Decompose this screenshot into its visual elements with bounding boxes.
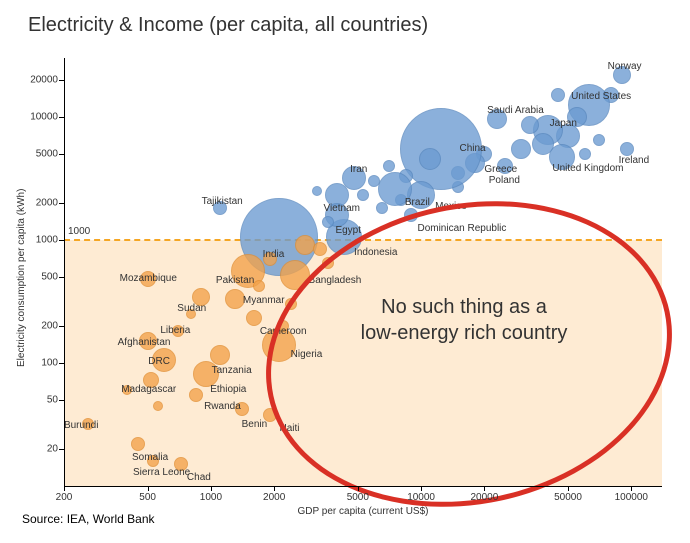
country-bubble — [263, 252, 277, 266]
x-tick: 1000 — [200, 492, 222, 503]
threshold-label: 1000 — [68, 226, 90, 237]
country-bubble — [521, 116, 539, 134]
x-tick: 500 — [139, 492, 156, 503]
y-tick: 20 — [22, 443, 58, 454]
x-tick: 200 — [56, 492, 73, 503]
y-tick: 2000 — [22, 197, 58, 208]
annotation-text: No such thing as a low-energy rich count… — [344, 294, 584, 346]
country-bubble — [511, 139, 531, 159]
country-label: Ireland — [619, 155, 650, 166]
country-bubble — [122, 385, 132, 395]
country-bubble — [139, 332, 157, 350]
country-bubble — [419, 148, 441, 170]
country-bubble — [593, 134, 605, 146]
country-bubble — [143, 372, 159, 388]
x-tick: 10000 — [407, 492, 435, 503]
country-bubble — [295, 235, 315, 255]
y-axis-line — [64, 58, 65, 486]
annotation-line-1: No such thing as a — [344, 294, 584, 320]
y-axis-label: Electricity consumption per capita (kWh) — [16, 189, 27, 367]
country-bubble — [172, 325, 184, 337]
country-bubble — [549, 144, 575, 170]
country-bubble — [551, 88, 565, 102]
country-bubble — [246, 310, 262, 326]
country-bubble — [613, 66, 631, 84]
x-tick: 20000 — [470, 492, 498, 503]
x-tick: 100000 — [615, 492, 648, 503]
country-bubble — [153, 401, 163, 411]
y-tick: 10000 — [22, 111, 58, 122]
country-bubble — [579, 148, 591, 160]
y-tick: 500 — [22, 271, 58, 282]
country-bubble — [253, 280, 265, 292]
x-tick: 2000 — [263, 492, 285, 503]
country-bubble — [620, 142, 634, 156]
country-bubble — [235, 402, 249, 416]
country-bubble — [532, 133, 554, 155]
country-bubble — [378, 172, 412, 206]
chart-title: Electricity & Income (per capita, all co… — [28, 14, 428, 37]
country-bubble — [192, 288, 210, 306]
country-bubble — [174, 457, 188, 471]
y-tick: 100 — [22, 357, 58, 368]
y-tick: 200 — [22, 320, 58, 331]
x-tick: 50000 — [554, 492, 582, 503]
country-bubble — [312, 186, 322, 196]
y-tick: 20000 — [22, 74, 58, 85]
country-bubble — [322, 216, 334, 228]
country-bubble — [487, 109, 507, 129]
country-bubble — [131, 437, 145, 451]
y-tick: 1000 — [22, 234, 58, 245]
country-bubble — [313, 242, 327, 256]
country-bubble — [189, 388, 203, 402]
country-bubble — [140, 271, 156, 287]
plot-area: 1000 NorwayUnited StatesSaudi ArabiaJapa… — [64, 58, 662, 486]
country-bubble — [383, 160, 395, 172]
source-text: Source: IEA, World Bank — [22, 512, 155, 526]
country-bubble — [82, 418, 94, 430]
country-bubble — [213, 201, 227, 215]
country-bubble — [186, 309, 196, 319]
country-bubble — [368, 175, 380, 187]
country-bubble — [357, 189, 369, 201]
y-tick: 50 — [22, 394, 58, 405]
x-axis-label: GDP per capita (current US$) — [298, 506, 429, 517]
x-tick: 5000 — [347, 492, 369, 503]
chart-frame: Electricity & Income (per capita, all co… — [0, 0, 690, 536]
country-bubble — [225, 289, 245, 309]
annotation-line-2: low-energy rich country — [344, 320, 584, 346]
country-bubble — [152, 348, 176, 372]
x-axis-line — [64, 486, 662, 487]
country-bubble — [147, 455, 159, 467]
country-bubble — [497, 158, 513, 174]
country-bubble — [376, 202, 388, 214]
country-bubble — [193, 361, 219, 387]
country-label: Poland — [489, 175, 520, 186]
y-tick: 5000 — [22, 148, 58, 159]
